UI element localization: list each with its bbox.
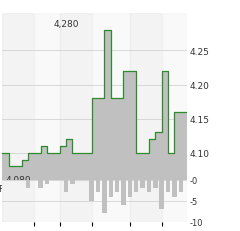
Bar (89, 180, 94, 201)
Bar (2, 14, 34, 180)
Bar (140, 180, 145, 188)
Bar (2, 180, 34, 222)
Bar (153, 180, 158, 188)
Text: 4,080: 4,080 (6, 175, 31, 184)
Bar (179, 180, 183, 193)
Bar (60, 14, 92, 180)
Bar (162, 14, 187, 180)
Bar (130, 180, 162, 222)
Bar (172, 180, 177, 197)
Text: 4,280: 4,280 (53, 20, 79, 29)
Bar (128, 180, 132, 197)
Bar (92, 180, 130, 222)
Bar (102, 180, 107, 213)
Bar (45, 180, 49, 184)
Bar (70, 180, 75, 184)
Bar (160, 180, 164, 209)
Bar (162, 180, 187, 222)
Bar (34, 180, 60, 222)
Bar (147, 180, 151, 193)
Bar (134, 180, 138, 193)
Bar (108, 180, 113, 197)
Bar (38, 180, 43, 188)
Bar (115, 180, 119, 193)
Bar (130, 14, 162, 180)
Bar (64, 180, 68, 193)
Bar (92, 14, 130, 180)
Bar (121, 180, 126, 205)
Bar (60, 180, 92, 222)
Bar (26, 180, 30, 188)
Bar (96, 180, 100, 193)
Bar (166, 180, 170, 193)
Bar (34, 14, 60, 180)
